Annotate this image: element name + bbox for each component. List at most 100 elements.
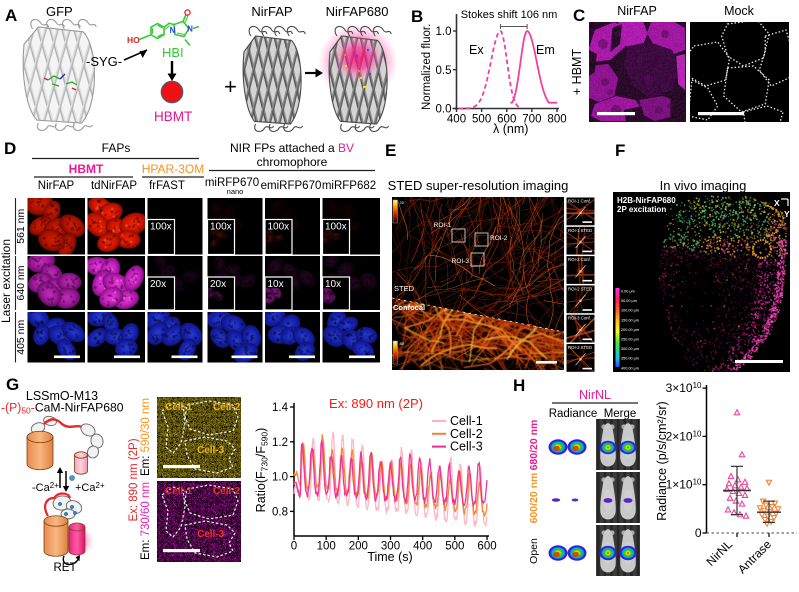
svg-text:ROI-2 STED: ROI-2 STED [568, 286, 592, 291]
svg-text:20x: 20x [210, 279, 226, 290]
svg-text:ROI-3 STED: ROI-3 STED [568, 345, 592, 350]
svg-text:1.4: 1.4 [272, 402, 289, 414]
svg-text:Em: 590/30 nm: Em: 590/30 nm [140, 398, 152, 476]
svg-text:0.8: 0.8 [272, 506, 288, 518]
svg-text:Merge: Merge [604, 408, 637, 420]
svg-text:1.0: 1.0 [436, 26, 452, 38]
svg-text:300.00 μm: 300.00 μm [621, 347, 639, 351]
svg-text:C: C [573, 6, 585, 25]
svg-text:Cell-2: Cell-2 [213, 402, 241, 413]
svg-text:Cell-3: Cell-3 [450, 440, 483, 454]
svg-text:A: A [5, 6, 17, 25]
svg-text:20x: 20x [150, 279, 166, 290]
svg-text:Open: Open [528, 538, 540, 564]
svg-text:chromophore: chromophore [257, 155, 328, 169]
svg-text:LSSmO-M13: LSSmO-M13 [26, 389, 98, 403]
svg-text:100: 100 [317, 541, 336, 553]
svg-text:600/20 nm: 600/20 nm [528, 473, 540, 524]
svg-text:Normalized fluor.: Normalized fluor. [421, 24, 433, 110]
svg-text:NIR FPs attached a BV: NIR FPs attached a BV [230, 141, 354, 155]
svg-text:Y: Y [784, 209, 790, 219]
svg-text:400: 400 [447, 114, 466, 126]
svg-text:Laser excitation: Laser excitation [0, 239, 13, 323]
svg-text:H: H [513, 376, 525, 395]
svg-text:300: 300 [381, 541, 400, 553]
svg-text:N: N [170, 26, 176, 35]
svg-text:NirFAP680: NirFAP680 [326, 4, 389, 19]
svg-text:640 nm: 640 nm [15, 265, 27, 300]
svg-text:0: 0 [291, 541, 297, 553]
svg-text:nano: nano [227, 187, 244, 196]
svg-text:D: D [4, 139, 16, 158]
svg-text:Cell-1: Cell-1 [165, 486, 193, 497]
svg-text:Ex: 890 nm (2P): Ex: 890 nm (2P) [128, 438, 140, 521]
svg-text:F: F [615, 141, 625, 160]
svg-text:In vivo imaging: In vivo imaging [660, 178, 747, 193]
svg-text:Cell-2: Cell-2 [213, 486, 241, 497]
svg-text:150.00 μm: 150.00 μm [621, 318, 639, 322]
svg-text:NirFAP: NirFAP [617, 4, 657, 18]
svg-text:Ratio(F730/F590): Ratio(F730/F590) [254, 428, 270, 513]
svg-text:+: + [224, 74, 237, 99]
svg-text:561 nm: 561 nm [15, 208, 27, 243]
svg-text:100.00 μm: 100.00 μm [621, 309, 639, 313]
svg-text:G: G [6, 375, 19, 394]
svg-text:Mock: Mock [724, 4, 755, 18]
svg-text:miRFP682: miRFP682 [322, 180, 376, 192]
svg-text:Confocal: Confocal [393, 303, 425, 312]
svg-text:B: B [411, 7, 423, 26]
svg-text:Cell-3: Cell-3 [197, 529, 225, 540]
svg-text:frFAST: frFAST [149, 180, 185, 192]
svg-text:1.0: 1.0 [272, 472, 288, 484]
svg-text:NirFAP: NirFAP [38, 180, 75, 192]
svg-text:Em: Em [536, 43, 555, 57]
svg-text:405 nm: 405 nm [15, 319, 27, 354]
svg-text:HBMT: HBMT [154, 109, 192, 124]
svg-text:50.00 μm: 50.00 μm [621, 299, 637, 303]
svg-text:-SYG-: -SYG- [86, 54, 122, 69]
svg-text:Ex: Ex [469, 43, 484, 57]
svg-text:λ (nm): λ (nm) [493, 122, 528, 136]
svg-text:100x: 100x [268, 222, 290, 233]
svg-text:500: 500 [472, 114, 491, 126]
svg-text:Cell-2: Cell-2 [450, 427, 483, 441]
svg-text:ROI-3: ROI-3 [452, 258, 470, 265]
svg-text:Radiance: Radiance [549, 408, 598, 420]
svg-text:Stokes shift 106 nm: Stokes shift 106 nm [461, 9, 558, 21]
svg-text:STED: STED [394, 284, 415, 293]
svg-text:10x: 10x [268, 279, 284, 290]
svg-text:ROI-2: ROI-2 [490, 235, 508, 242]
svg-text:N: N [187, 25, 193, 34]
svg-text:Radiance (p/s/cm²/sr): Radiance (p/s/cm²/sr) [655, 401, 669, 520]
svg-text:Ex: 890 nm (2P): Ex: 890 nm (2P) [329, 396, 423, 411]
svg-text:ROI-3 Conf.: ROI-3 Conf. [568, 316, 591, 321]
svg-text:0.5: 0.5 [436, 65, 452, 77]
svg-text:0: 0 [695, 526, 702, 540]
svg-text:80: 80 [400, 341, 405, 346]
svg-text:STED super-resolution imaging: STED super-resolution imaging [388, 178, 569, 193]
svg-text:tdNirFAP: tdNirFAP [91, 180, 137, 192]
svg-text:Time (s): Time (s) [367, 550, 412, 564]
svg-text:680/20 nm: 680/20 nm [528, 420, 540, 471]
svg-text:Em: 730/60 nm: Em: 730/60 nm [140, 482, 152, 560]
svg-text:HPAR-3OM: HPAR-3OM [142, 162, 204, 176]
svg-text:600: 600 [497, 114, 516, 126]
svg-text:HBI: HBI [162, 45, 184, 60]
svg-text:miRFP670: miRFP670 [205, 177, 259, 189]
svg-text:200.00 μm: 200.00 μm [621, 328, 639, 332]
svg-text:1.2: 1.2 [272, 437, 288, 449]
svg-text:E: E [385, 141, 396, 160]
svg-text:ROI-1 Conf.: ROI-1 Conf. [568, 199, 591, 204]
svg-text:100x: 100x [150, 222, 172, 233]
svg-text:250.00 μm: 250.00 μm [621, 338, 639, 342]
svg-text:Cell-1: Cell-1 [450, 414, 483, 428]
svg-text:400: 400 [413, 541, 432, 553]
svg-text:FAPs: FAPs [102, 141, 131, 155]
svg-text:HO: HO [127, 35, 140, 45]
svg-text:350.00 μm: 350.00 μm [621, 357, 639, 361]
svg-text:10x: 10x [325, 279, 341, 290]
svg-text:500: 500 [445, 541, 464, 553]
svg-text:400.00 μm: 400.00 μm [621, 366, 639, 370]
svg-text:HBMT: HBMT [69, 162, 104, 176]
svg-text:200: 200 [349, 541, 368, 553]
